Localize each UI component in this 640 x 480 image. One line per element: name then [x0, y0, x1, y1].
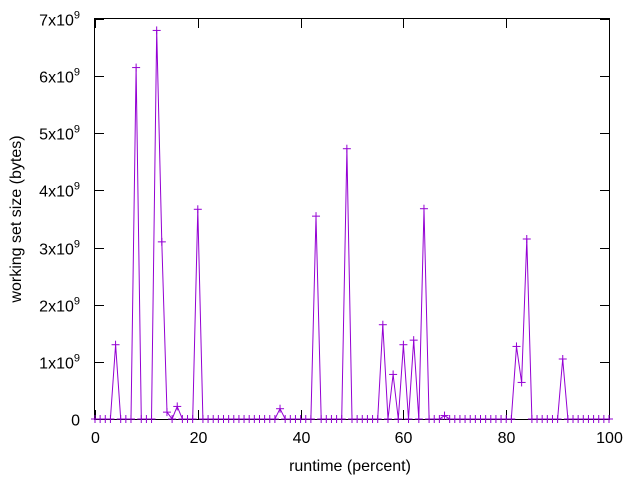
- y-tick-label: 4x109: [39, 181, 80, 201]
- data-point: [342, 144, 351, 153]
- plot-frame: [94, 18, 610, 420]
- data-point: [152, 26, 161, 35]
- x-tick-label: 80: [498, 430, 516, 447]
- data-point: [378, 320, 387, 329]
- x-tick-label: 40: [293, 430, 311, 447]
- series-layer: [91, 26, 613, 423]
- data-point: [507, 415, 516, 423]
- data-point: [312, 212, 321, 221]
- data-point: [383, 415, 392, 423]
- y-axis-title: working set size (bytes): [8, 135, 25, 303]
- data-point: [162, 408, 171, 417]
- data-point: [111, 340, 120, 349]
- x-tick-label: 0: [91, 430, 100, 447]
- data-point: [168, 415, 177, 423]
- y-axis-ticks: 0 1x109 2x109 3x109 4x109 5x109 6x109 7x109: [39, 10, 609, 430]
- data-point: [558, 355, 567, 363]
- series-line: [95, 30, 609, 421]
- y-tick-label: 5x109: [39, 124, 80, 144]
- x-axis-title: runtime (percent): [289, 458, 411, 475]
- y-tick-label: 7x109: [39, 10, 80, 30]
- data-point: [522, 235, 531, 243]
- y-tick-label: 1x109: [39, 353, 80, 373]
- data-point: [394, 415, 403, 423]
- data-point: [157, 237, 166, 246]
- data-point: [173, 402, 182, 411]
- data-point: [147, 415, 156, 423]
- data-point: [440, 411, 449, 420]
- x-tick-label: 60: [395, 430, 413, 447]
- data-point: [389, 370, 398, 379]
- data-point: [399, 340, 408, 349]
- data-point: [373, 415, 382, 423]
- y-tick-label: 2x109: [39, 296, 80, 316]
- data-point: [404, 415, 413, 423]
- y-tick-label: 0: [71, 413, 80, 430]
- data-point: [132, 63, 141, 72]
- data-point: [419, 204, 428, 213]
- data-point: [193, 205, 202, 214]
- y-tick-label: 3x109: [39, 239, 80, 259]
- data-point: [188, 415, 197, 423]
- data-point: [517, 378, 526, 387]
- x-tick-label: 20: [190, 430, 208, 447]
- data-point: [276, 404, 285, 413]
- x-tick-label: 100: [596, 430, 623, 447]
- data-point: [337, 415, 346, 423]
- data-point: [553, 415, 562, 423]
- data-point: [106, 415, 115, 423]
- data-point: [512, 342, 521, 351]
- data-point: [126, 415, 135, 423]
- data-point: [435, 415, 444, 423]
- data-point: [270, 415, 279, 423]
- data-point: [306, 415, 315, 423]
- y-tick-label: 6x109: [39, 67, 80, 87]
- data-point: [409, 336, 418, 345]
- x-axis-ticks: 0 20 40 60 80 100: [91, 19, 623, 447]
- data-point: [414, 415, 423, 423]
- data-point: [605, 415, 613, 423]
